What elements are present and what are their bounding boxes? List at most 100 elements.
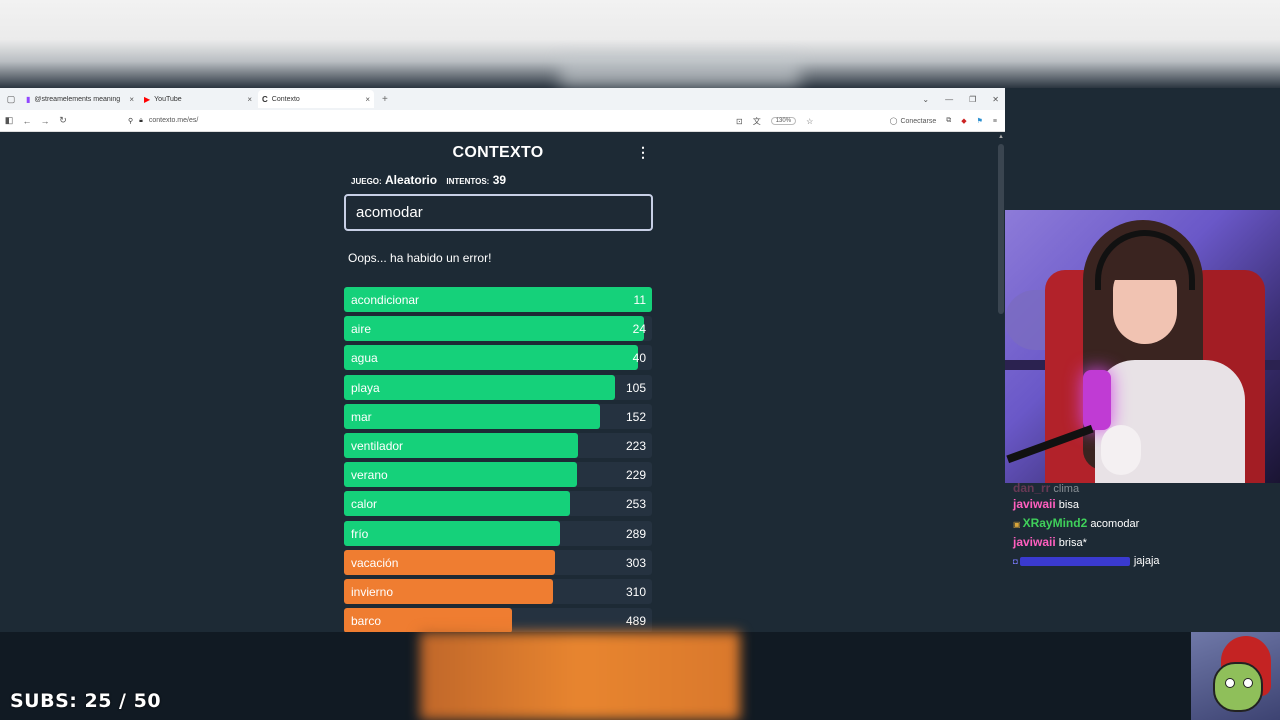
close-icon[interactable]: × [129,94,134,104]
minimize-icon[interactable]: — [945,94,954,104]
chat-username: XRayMind2 [1022,516,1088,530]
chat-badge-icon: ▣ [1013,520,1021,529]
attempts-label: INTENTOS: [446,177,490,186]
chat-text: acomodar [1090,518,1140,530]
microphone [1083,370,1111,430]
chat-message: dan_rr clima [1013,483,1273,495]
sidebar-toggle-icon[interactable]: ◧ [4,115,14,125]
extension-red-icon[interactable]: ◆ [961,118,967,125]
guess-row: verano 229 [344,462,652,488]
close-icon[interactable]: × [365,94,370,104]
attempts-value: 39 [492,173,507,187]
guess-rank: 253 [625,497,646,512]
connect-button[interactable]: ◯ Conectarse [889,117,937,126]
lock-icon: 🔒︎ [139,116,143,124]
game-label: JUEGO: [351,177,382,186]
guess-rank: 24 [632,322,646,337]
tab-youtube[interactable]: ▶ YouTube × [140,90,256,108]
extension-blue-icon[interactable]: ⚑ [976,118,983,125]
new-tab-icon[interactable]: + [382,93,388,105]
tab-streamelements[interactable]: ▮ @streamelements meaning × [22,90,138,108]
guess-rank: 289 [625,526,646,541]
contexto-icon: C [262,94,268,104]
guess-rank: 40 [632,351,646,366]
tab-label: Contexto [271,95,300,103]
teddy-bear [1101,425,1141,475]
restore-icon[interactable]: ❐ [969,94,977,104]
extensions-icon[interactable]: ⧉ [946,117,952,124]
url-field[interactable]: ⚲ 🔒︎ contexto.me/es/ [128,113,748,129]
guess-rank: 11 [633,293,646,307]
chat-username: javiwaii [1013,497,1056,511]
scroll-up-icon[interactable]: ▲ [998,134,1004,140]
guess-rank: 303 [625,555,646,570]
chat-message: ▣ XRayMind2 acomodar [1013,514,1273,533]
guess-list: acondicionar 11 aire 24 agua 40 playa 105 mar 152… [344,287,652,632]
guess-row: vacación 303 [344,549,652,575]
tab-contexto[interactable]: C Contexto × [258,90,374,108]
forward-icon[interactable]: → [40,115,50,126]
screenshot-icon[interactable]: ⊡ [736,116,743,126]
tab-actions-icon[interactable]: ▢ [6,93,16,104]
guess-word: mar [351,409,372,424]
more-options-icon[interactable]: ⋮ [636,144,650,160]
guess-word: aire [351,322,372,337]
zoom-badge[interactable]: 130% [770,117,797,125]
reload-icon[interactable]: ↻ [59,115,67,125]
guess-rank: 105 [625,380,646,395]
guess-row: invierno 310 [344,578,652,604]
chat-message: javiwaii bisa [1013,495,1273,514]
user-icon: ◯ [889,118,898,125]
guess-rank: 310 [625,584,646,599]
guess-row: frío 289 [344,520,652,546]
guess-bar [344,403,600,429]
close-icon[interactable]: × [247,94,252,104]
guess-bar [344,462,577,488]
blur-smear [560,58,800,88]
guess-row: barco 489 [344,608,652,632]
guess-bar [344,432,579,458]
back-icon[interactable]: ← [22,115,32,126]
page-title: CONTEXTO [452,144,544,161]
guess-row: agua 40 [344,345,652,371]
zombie-mascot [1191,632,1280,720]
menu-icon[interactable]: ≡ [992,117,997,125]
chat-overlay: dan_rr clima javiwaii bisa ▣ XRayMind2 acom… [1013,483,1273,571]
blurred-username [1019,556,1130,566]
guess-word: acondicionar [351,293,420,307]
scrollbar[interactable]: ▲ ⌄ [998,134,1004,630]
guess-rank: 489 [625,614,646,629]
guess-bar [344,608,512,632]
page-content: CONTEXTO ⋮ JUEGO: Aleatorio INTENTOS: 39… [0,132,1005,632]
guess-bar [344,549,555,575]
chat-message: ◘ jajaja [1013,552,1273,571]
translate-icon[interactable]: 文 [752,116,761,126]
guess-row: aire 24 [344,316,652,342]
window-controls: ⌄ — ❐ ✕ [922,88,999,110]
chat-text: clima [1053,483,1080,495]
blurred-top-area [0,0,1280,88]
guess-word: calor [351,497,378,512]
tab-label: @streamelements meaning [34,95,121,103]
guess-rank: 152 [625,409,646,424]
chat-text: brisa* [1058,537,1087,549]
guess-row: playa 105 [344,374,652,400]
connect-label: Conectarse [900,117,937,125]
site-info-icon[interactable]: ⚲ [128,117,134,125]
close-window-icon[interactable]: ✕ [992,94,999,104]
guess-bar [344,374,616,400]
chevron-down-icon[interactable]: ⌄ [922,94,930,104]
toolbar-right: ◯ Conectarse ⧉ ◆ ⚑ ≡ [890,110,997,132]
tab-bar: ▢ ▮ @streamelements meaning × ▶ YouTube … [0,88,1005,110]
guess-input[interactable] [344,194,653,231]
youtube-icon: ▶ [144,94,151,104]
guess-rank: 229 [625,468,646,483]
scrollbar-thumb[interactable] [998,144,1004,314]
guess-bar [344,316,645,342]
mascot-eye [1225,678,1235,688]
guess-word: playa [351,380,380,395]
guess-word: frío [351,526,369,541]
game-info: JUEGO: Aleatorio INTENTOS: 39 [351,173,512,187]
game-value: Aleatorio [385,173,438,187]
star-icon[interactable]: ☆ [806,116,814,126]
